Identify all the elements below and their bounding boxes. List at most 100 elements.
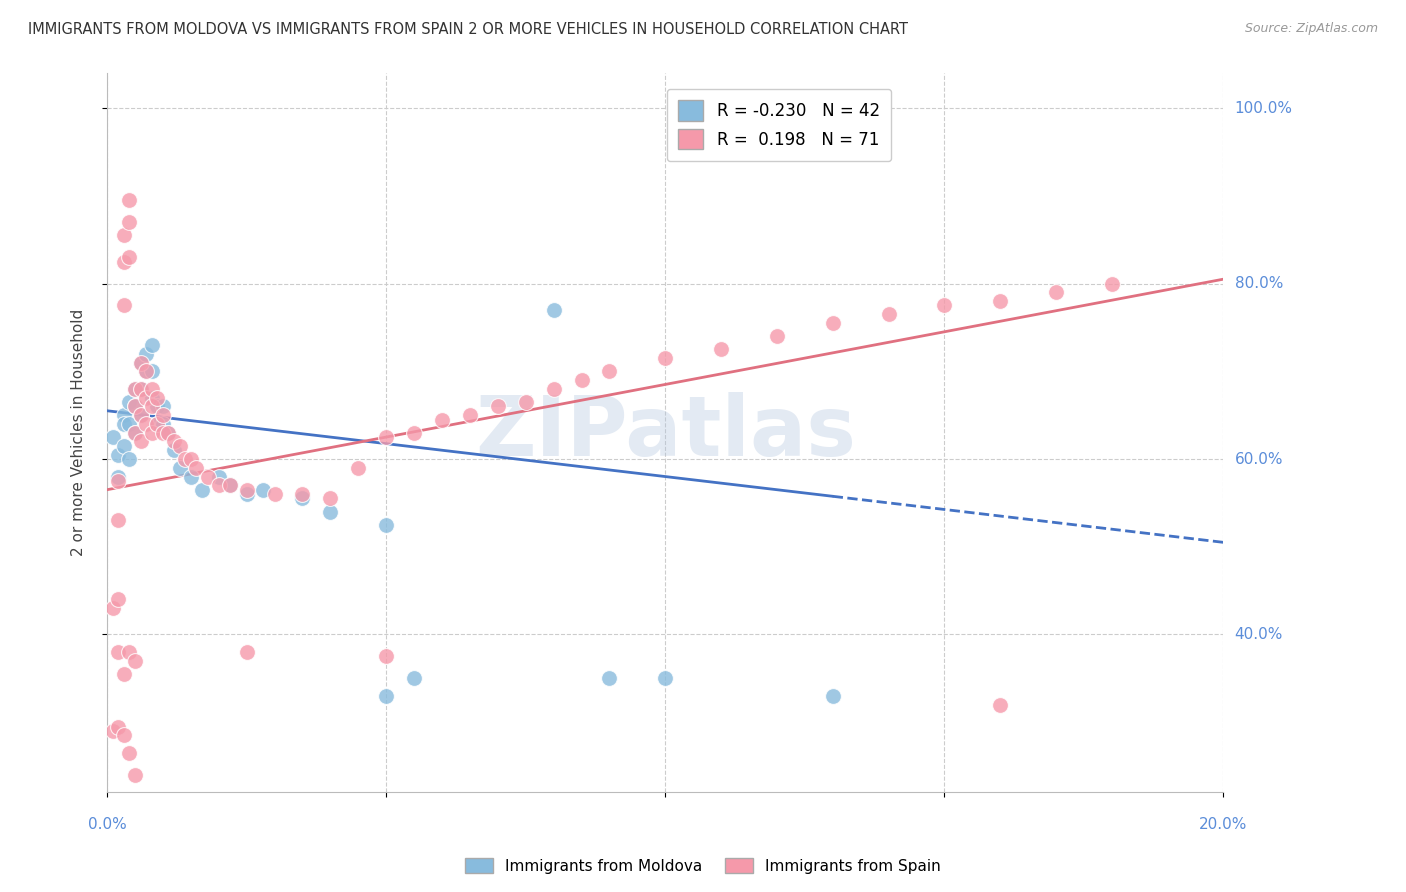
Point [347,460,370,475]
Point [218,478,240,492]
Point [124,400,146,414]
Point [152,400,174,414]
Point [821,689,844,703]
Point [107,513,129,527]
Point [107,592,129,607]
Point [291,487,314,501]
Legend: Immigrants from Moldova, Immigrants from Spain: Immigrants from Moldova, Immigrants from… [460,852,946,880]
Point [152,417,174,431]
Point [157,425,180,440]
Text: 0.0%: 0.0% [87,817,127,832]
Point [124,425,146,440]
Point [112,408,135,422]
Point [118,746,141,760]
Point [375,517,398,532]
Point [174,452,197,467]
Point [129,382,152,396]
Point [141,400,163,414]
Point [118,452,141,467]
Point [598,671,620,685]
Point [152,408,174,422]
Text: IMMIGRANTS FROM MOLDOVA VS IMMIGRANTS FROM SPAIN 2 OR MORE VEHICLES IN HOUSEHOLD: IMMIGRANTS FROM MOLDOVA VS IMMIGRANTS FR… [28,22,908,37]
Point [141,364,163,378]
Point [112,417,135,431]
Legend: R = -0.230   N = 42, R =  0.198   N = 71: R = -0.230 N = 42, R = 0.198 N = 71 [666,88,891,161]
Point [515,395,537,409]
Point [107,448,129,462]
Point [208,478,231,492]
Text: 40.0%: 40.0% [1234,627,1282,642]
Point [163,434,186,449]
Point [101,723,124,738]
Point [821,316,844,330]
Point [112,228,135,243]
Point [1045,285,1067,300]
Point [571,373,593,387]
Point [129,355,152,369]
Point [129,434,152,449]
Point [135,364,157,378]
Point [934,298,956,312]
Point [129,355,152,369]
Y-axis label: 2 or more Vehicles in Household: 2 or more Vehicles in Household [72,309,86,557]
Point [169,439,191,453]
Point [101,430,124,444]
Point [141,425,163,440]
Text: 80.0%: 80.0% [1234,276,1282,291]
Point [291,491,314,506]
Point [486,400,509,414]
Point [118,395,141,409]
Point [543,382,565,396]
Point [988,698,1011,712]
Point [112,298,135,312]
Point [124,382,146,396]
Point [112,728,135,742]
Point [197,469,219,483]
Point [107,469,129,483]
Text: 20.0%: 20.0% [1199,817,1247,832]
Point [375,430,398,444]
Point [988,294,1011,309]
Text: 60.0%: 60.0% [1234,451,1284,467]
Point [152,425,174,440]
Point [654,671,676,685]
Point [118,645,141,659]
Point [375,689,398,703]
Point [654,351,676,365]
Point [118,417,141,431]
Point [404,425,426,440]
Point [135,364,157,378]
Text: Source: ZipAtlas.com: Source: ZipAtlas.com [1244,22,1378,36]
Point [118,193,141,207]
Point [146,417,169,431]
Point [157,425,180,440]
Point [124,425,146,440]
Point [458,408,481,422]
Point [112,254,135,268]
Point [118,215,141,229]
Point [107,474,129,488]
Point [112,667,135,681]
Point [169,460,191,475]
Point [141,382,163,396]
Point [877,307,900,321]
Point [180,469,202,483]
Text: ZIPatlas: ZIPatlas [475,392,856,473]
Point [124,382,146,396]
Point [107,645,129,659]
Point [129,408,152,422]
Point [319,505,342,519]
Point [235,483,257,497]
Point [163,443,186,458]
Point [135,417,157,431]
Point [263,487,285,501]
Point [1101,277,1123,291]
Point [118,250,141,264]
Point [124,654,146,668]
Point [191,483,214,497]
Point [129,382,152,396]
Point [146,417,169,431]
Point [180,452,202,467]
Point [218,478,240,492]
Point [710,343,733,357]
